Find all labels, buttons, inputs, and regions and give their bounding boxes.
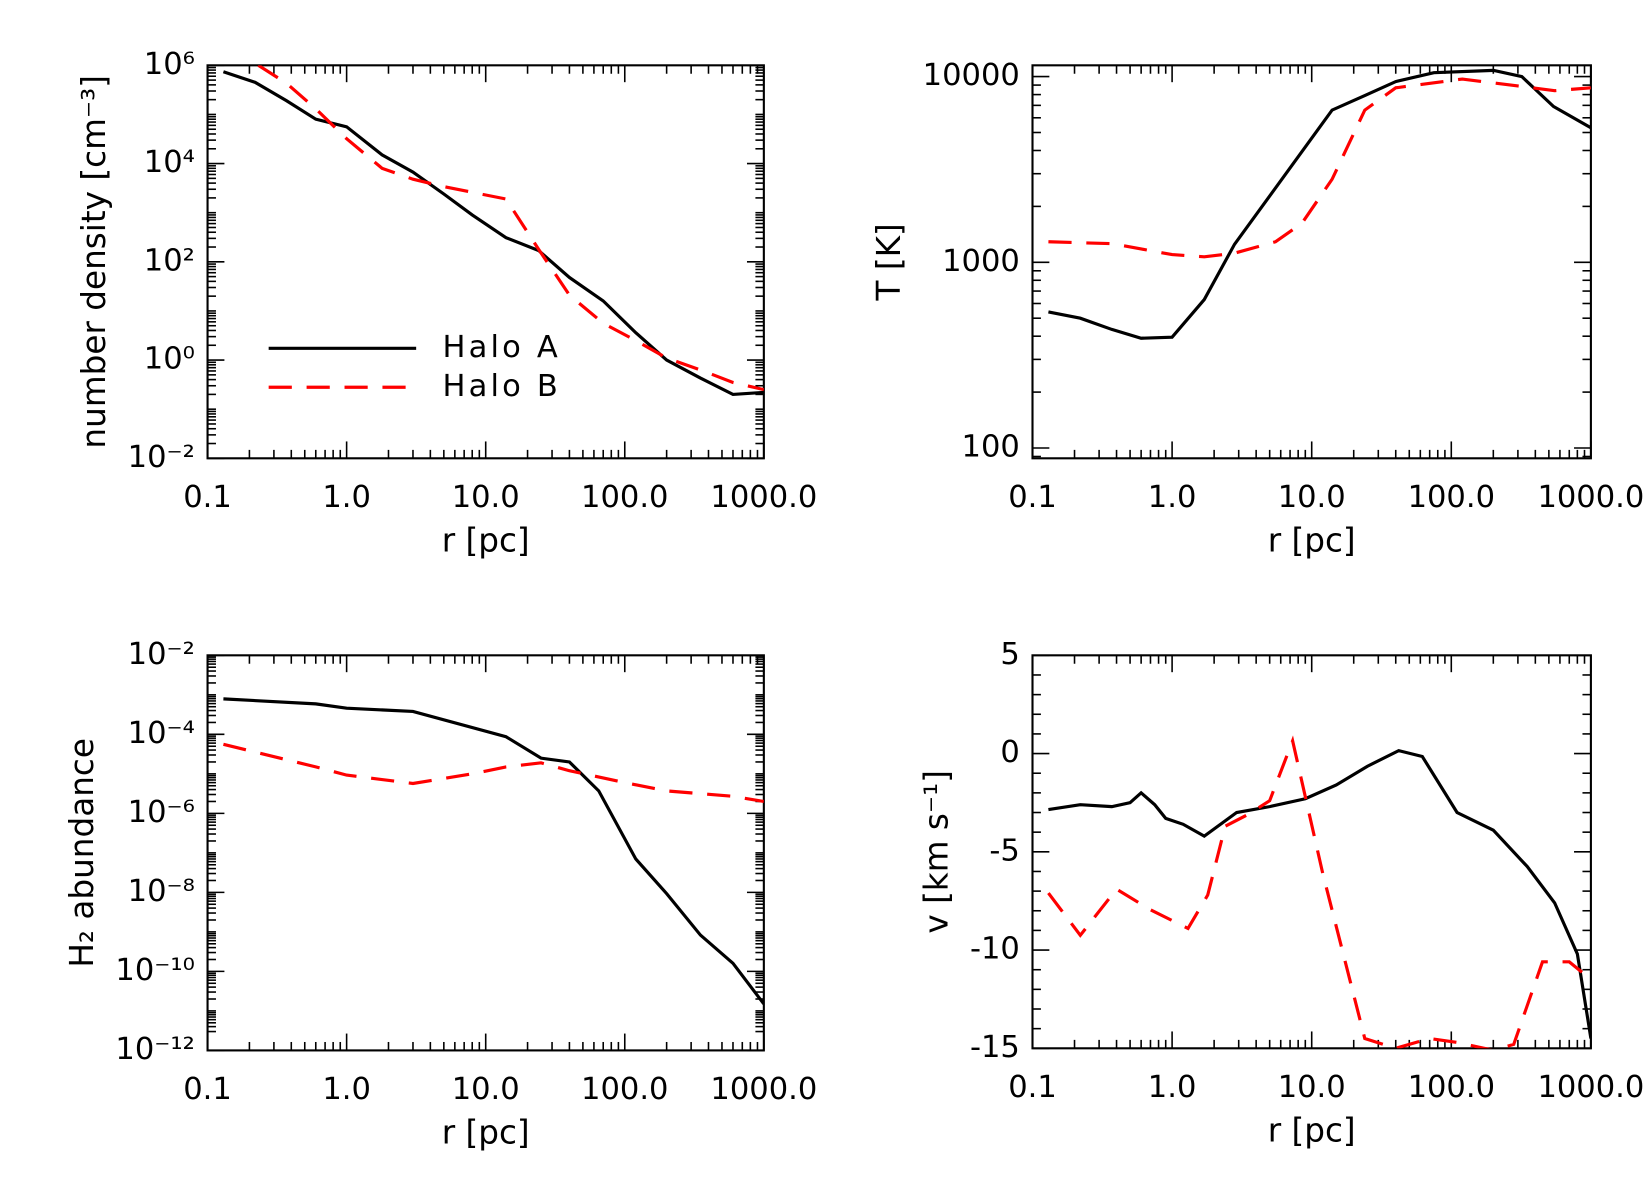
y-tick-label: 10⁰ [144,342,195,377]
y-tick-label: 10⁻⁸ [128,874,195,909]
y-tick-label: 10⁻¹² [115,1032,195,1067]
y-tick-label: 10⁻⁴ [128,716,195,751]
x-tick-label: 100.0 [581,1072,668,1107]
panel: 0.1 1.0 10.0 100.0 1000.0 10⁻¹² 10⁻¹⁰ 10⁻⁸ 10⁻⁶ 1… [63,637,817,1152]
data-line [1048,77,1591,259]
x-tick-label: 1.0 [1148,1070,1197,1105]
x-tick-label: 1000.0 [710,480,817,515]
data-line [223,697,764,1005]
x-tick-label: 10.0 [452,1072,520,1107]
x-tick-label: 10.0 [452,480,520,515]
x-tick-label: 1000.0 [1537,1070,1644,1105]
x-tick-label: 1000.0 [710,1072,817,1107]
x-tick-label: 0.1 [1008,1070,1057,1105]
panel: 0.1 1.0 10.0 100.0 1000.0 -15 -10 -5 0 5 r [pc] v [… [917,637,1644,1150]
y-axis-title: T [K] [870,223,908,301]
x-tick-label: 1000.0 [1537,480,1644,515]
x-tick-label: 100.0 [1408,1070,1495,1105]
y-tick-label: 10000 [923,58,1020,93]
x-tick-label: 1.0 [322,1072,371,1107]
data-line [223,742,764,804]
y-tick-label: 10⁻² [128,440,195,475]
x-tick-label: 0.1 [183,480,232,515]
y-axis-title: v [km s⁻¹] [917,770,955,934]
y-tick-label: 5 [1000,637,1019,672]
x-tick-label: 0.1 [1008,480,1057,515]
y-tick-label: 10² [144,243,195,278]
x-axis-title: r [pc] [1268,522,1356,560]
data-line [1047,735,1591,1049]
data-line [1048,748,1591,1039]
y-tick-label: -5 [989,833,1019,868]
data-line [222,70,764,396]
y-tick-label: -15 [970,1030,1020,1065]
data-line [255,65,764,392]
y-tick-label: 1000 [942,244,1020,279]
y-tick-label: -10 [970,932,1020,967]
x-tick-label: 10.0 [1278,480,1346,515]
x-tick-label: 1.0 [1148,480,1197,515]
x-axis-title: r [pc] [442,522,530,560]
panel: 0.1 1.0 10.0 100.0 1000.0 100 1000 10000 r [pc] T… [870,58,1644,559]
x-tick-label: 1.0 [322,480,371,515]
data-line [1048,68,1591,340]
x-tick-label: 100.0 [581,480,668,515]
x-axis-title: r [pc] [442,1114,530,1152]
x-axis-title: r [pc] [1268,1112,1356,1150]
y-tick-label: 10⁻¹⁰ [115,953,195,988]
legend-label: Halo A [443,330,561,365]
plot-frame [1031,64,1592,460]
y-tick-label: 10⁻⁶ [128,795,195,830]
panel: 0.1 1.0 10.0 100.0 1000.0 10⁻² 10⁰ 10² 10⁴ 10⁶ r [… [75,47,817,560]
legend: Halo A Halo B [268,330,562,404]
y-tick-label: 10⁶ [144,47,195,82]
plot-frame [1031,654,1592,1050]
legend-label: Halo B [443,369,562,404]
y-axis-title: number density [cm⁻³] [75,75,113,449]
y-axis-title: H₂ abundance [63,738,101,968]
x-tick-label: 0.1 [183,1072,232,1107]
plot-frame [206,654,765,1052]
x-tick-label: 10.0 [1278,1070,1346,1105]
y-tick-label: 100 [962,429,1020,464]
y-tick-label: 10⁻² [128,637,195,672]
x-tick-label: 100.0 [1408,480,1495,515]
y-tick-label: 0 [1000,735,1019,770]
y-tick-label: 10⁴ [144,145,195,180]
